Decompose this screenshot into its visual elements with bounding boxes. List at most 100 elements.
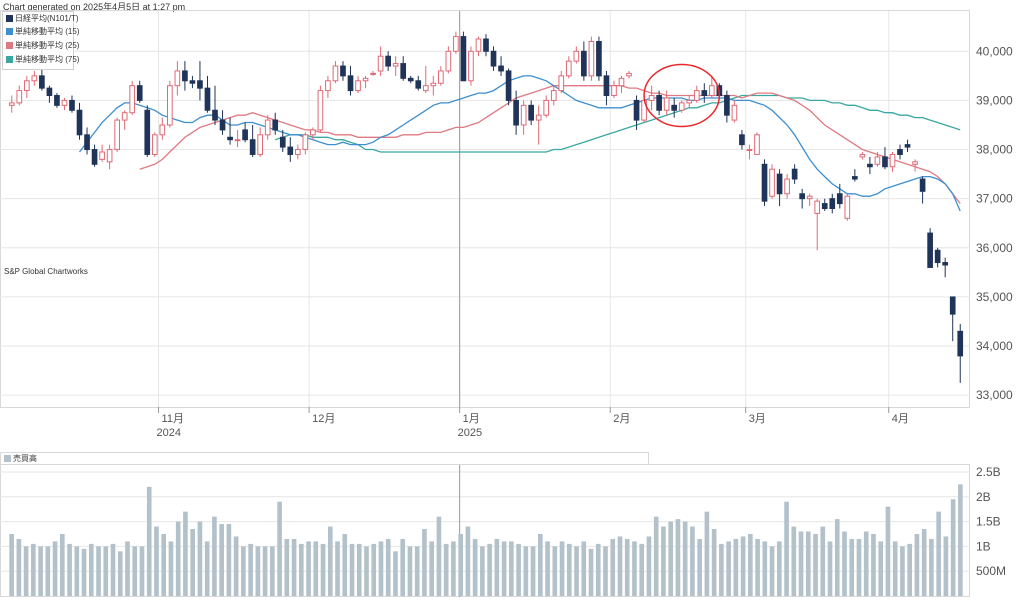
candle-body <box>633 99 640 121</box>
candle-body <box>513 99 519 126</box>
volume-bar <box>161 533 167 596</box>
candle <box>633 95 640 130</box>
candle <box>648 85 655 111</box>
candle <box>483 34 489 57</box>
candle <box>340 61 346 81</box>
volume-bar <box>516 543 521 596</box>
volume-bar <box>248 543 253 596</box>
candle-body <box>159 124 166 136</box>
volume-bar <box>212 516 217 596</box>
candle <box>91 144 98 167</box>
volume-bar <box>639 543 645 596</box>
candle <box>919 176 926 204</box>
month-tick-label: 2月 <box>613 413 630 425</box>
legend-label-ma75: 単純移動平均 (75) <box>15 54 80 64</box>
volume-bar <box>661 526 666 596</box>
candle <box>603 70 610 106</box>
volume-bar <box>943 536 949 596</box>
volume-bar <box>81 548 87 596</box>
candle-body <box>829 198 836 210</box>
volume-bar <box>96 546 101 596</box>
candle <box>264 115 271 140</box>
candle-body <box>889 153 896 168</box>
candle <box>385 51 391 71</box>
ma75-line <box>275 94 961 153</box>
candle <box>573 46 580 64</box>
candle <box>8 95 15 113</box>
candle-body <box>678 102 685 111</box>
candle-body <box>294 149 301 155</box>
volume-bar <box>566 543 572 596</box>
candle <box>761 159 768 207</box>
candle-body <box>852 176 858 180</box>
candle-body <box>212 109 218 121</box>
candle <box>54 93 60 108</box>
candle-body <box>54 95 60 106</box>
candle <box>588 36 595 81</box>
candle <box>799 188 805 209</box>
volume-bar <box>349 543 355 596</box>
candle <box>151 132 158 157</box>
candle <box>520 100 527 135</box>
candle-body <box>806 195 813 200</box>
candle <box>453 31 459 54</box>
candle-body <box>791 168 798 180</box>
watermark: S&P Global Chartworks <box>4 267 88 276</box>
candle-body <box>904 144 911 148</box>
volume-bar <box>320 543 326 596</box>
volume-bar <box>921 529 927 596</box>
volume-bar <box>364 546 369 596</box>
candle-body <box>99 151 105 160</box>
candle-body <box>814 200 821 214</box>
volume-bar <box>52 541 58 596</box>
candle-body <box>249 139 256 155</box>
candle-body <box>799 193 805 200</box>
candle <box>114 117 120 153</box>
volume-bar <box>813 533 818 596</box>
volume-bar <box>117 551 123 596</box>
candle <box>693 85 700 103</box>
volume-bar <box>385 538 391 596</box>
candle <box>852 169 858 182</box>
volume-bar <box>863 531 869 596</box>
candle-body <box>596 40 602 77</box>
volume-bar <box>842 531 847 596</box>
volume-bar <box>219 524 224 596</box>
candle-body <box>460 36 467 82</box>
volume-bar <box>356 543 362 596</box>
candle <box>212 85 218 125</box>
price-tick-label: 34,000 <box>976 339 1013 353</box>
volume-bar <box>451 541 456 596</box>
volume-bar <box>494 538 500 596</box>
month-tick-label: 1月 <box>463 413 480 425</box>
legend-swatch-ma15 <box>6 28 13 35</box>
volume-bar <box>827 541 833 596</box>
volume-bar <box>262 546 268 596</box>
volume-bar <box>299 543 304 596</box>
candle <box>347 66 354 96</box>
volume-bar <box>67 543 72 596</box>
candle-body <box>242 129 248 141</box>
candle <box>294 144 301 160</box>
volume-bar <box>711 529 717 596</box>
candle-body <box>867 163 873 168</box>
volume-bar <box>900 546 905 596</box>
candle <box>370 70 376 76</box>
annotation-circle <box>643 63 721 128</box>
candle-body <box>362 77 369 82</box>
candle <box>189 75 196 89</box>
candle-body <box>182 70 188 82</box>
volume-bar <box>291 538 297 596</box>
candle <box>957 323 964 383</box>
volume-bar <box>632 541 637 596</box>
candle <box>445 46 452 74</box>
candle-body <box>498 65 504 72</box>
volume-bar <box>422 529 427 596</box>
volume-bar <box>436 516 442 596</box>
candle-body <box>468 50 474 82</box>
volume-bar <box>226 524 232 596</box>
volume-bar <box>501 541 507 596</box>
price-panel-frame <box>0 10 970 408</box>
candle-body <box>23 80 30 92</box>
